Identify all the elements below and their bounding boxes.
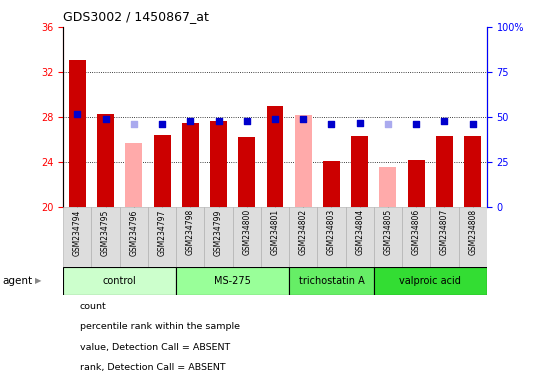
Text: GSM234808: GSM234808 <box>468 209 477 255</box>
Text: GSM234797: GSM234797 <box>157 209 167 255</box>
Bar <box>233 207 261 267</box>
Text: GSM234806: GSM234806 <box>411 209 421 255</box>
Bar <box>210 121 227 207</box>
Text: ▶: ▶ <box>35 276 41 285</box>
Bar <box>205 207 233 267</box>
Text: value, Detection Call = ABSENT: value, Detection Call = ABSENT <box>80 343 230 352</box>
Point <box>468 121 477 127</box>
Bar <box>436 136 453 207</box>
Bar <box>295 115 312 207</box>
Bar <box>323 161 340 207</box>
Point <box>440 118 449 124</box>
Bar <box>374 207 402 267</box>
Point <box>73 111 82 117</box>
Point <box>243 118 251 124</box>
Bar <box>464 136 481 207</box>
Text: percentile rank within the sample: percentile rank within the sample <box>80 323 240 331</box>
Bar <box>176 207 205 267</box>
Text: control: control <box>103 276 136 286</box>
Bar <box>459 207 487 267</box>
Text: GSM234796: GSM234796 <box>129 209 139 255</box>
Bar <box>125 143 142 207</box>
Bar <box>69 60 86 207</box>
Bar <box>351 136 368 207</box>
Bar <box>91 207 120 267</box>
Bar <box>345 207 374 267</box>
Bar <box>408 160 425 207</box>
Bar <box>430 207 459 267</box>
Text: rank, Detection Call = ABSENT: rank, Detection Call = ABSENT <box>80 363 226 372</box>
Point <box>355 119 364 126</box>
Text: agent: agent <box>3 276 33 286</box>
Text: GSM234804: GSM234804 <box>355 209 364 255</box>
Point <box>214 118 223 124</box>
Bar <box>379 167 397 207</box>
Point <box>129 121 138 127</box>
Text: GSM234801: GSM234801 <box>271 209 279 255</box>
Text: valproic acid: valproic acid <box>399 276 461 286</box>
Text: GDS3002 / 1450867_at: GDS3002 / 1450867_at <box>63 10 209 23</box>
Bar <box>289 207 317 267</box>
Text: GSM234807: GSM234807 <box>440 209 449 255</box>
Point <box>186 118 195 124</box>
Text: MS-275: MS-275 <box>214 276 251 286</box>
Bar <box>63 267 176 295</box>
Text: trichostatin A: trichostatin A <box>299 276 364 286</box>
Bar <box>267 106 283 207</box>
Bar <box>289 267 374 295</box>
Bar <box>97 114 114 207</box>
Point <box>383 121 392 127</box>
Bar <box>238 137 255 207</box>
Text: GSM234795: GSM234795 <box>101 209 110 255</box>
Text: GSM234798: GSM234798 <box>186 209 195 255</box>
Bar <box>148 207 176 267</box>
Point <box>412 121 421 127</box>
Bar <box>182 123 199 207</box>
Bar <box>176 267 289 295</box>
Bar <box>153 135 170 207</box>
Bar <box>261 207 289 267</box>
Text: GSM234794: GSM234794 <box>73 209 82 255</box>
Text: count: count <box>80 302 107 311</box>
Bar <box>402 207 430 267</box>
Point <box>271 116 279 122</box>
Bar <box>317 207 345 267</box>
Bar <box>374 267 487 295</box>
Point <box>299 116 307 122</box>
Point <box>158 121 167 127</box>
Point <box>101 116 110 122</box>
Point <box>327 121 336 127</box>
Text: GSM234805: GSM234805 <box>383 209 393 255</box>
Text: GSM234803: GSM234803 <box>327 209 336 255</box>
Bar <box>63 207 91 267</box>
Text: GSM234800: GSM234800 <box>242 209 251 255</box>
Bar <box>120 207 148 267</box>
Text: GSM234802: GSM234802 <box>299 209 308 255</box>
Text: GSM234799: GSM234799 <box>214 209 223 255</box>
